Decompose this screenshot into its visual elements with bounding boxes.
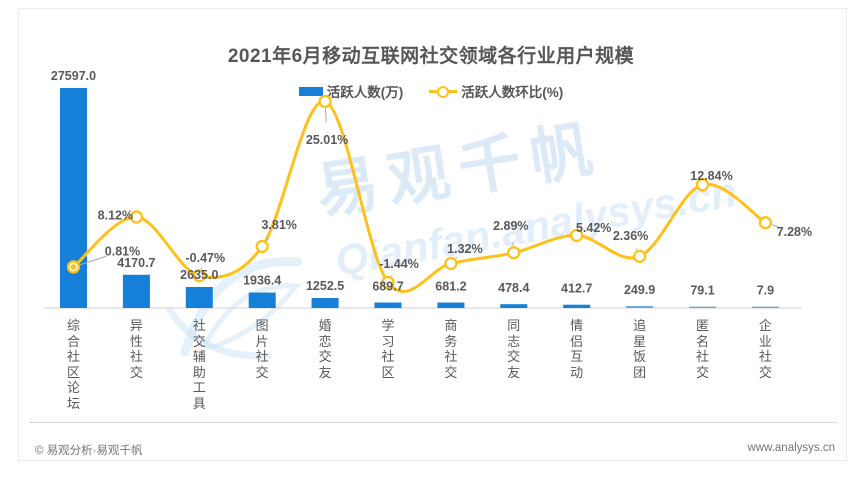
category-label: 综合社区论坛 bbox=[66, 318, 80, 411]
pct-label: 2.36% bbox=[613, 229, 648, 243]
bar-swatch-icon bbox=[298, 86, 323, 96]
bar bbox=[751, 306, 779, 308]
category-label: 异性社交 bbox=[129, 318, 143, 380]
category-label: 社交辅助工具 bbox=[192, 318, 206, 411]
label-leader-line bbox=[771, 224, 779, 228]
bar bbox=[437, 302, 465, 308]
category-label: 追星饭团 bbox=[633, 318, 647, 380]
category-label: 婚恋交友 bbox=[318, 318, 332, 380]
pct-label: -0.47% bbox=[185, 251, 225, 265]
footer-copyright: © 易观分析·易观千帆 bbox=[35, 445, 143, 457]
legend-item-bar: 活跃人数(万) bbox=[298, 81, 404, 101]
line-marker bbox=[255, 239, 269, 254]
pct-label: 5.42% bbox=[576, 221, 611, 235]
bar-value-label: 2635.0 bbox=[180, 268, 218, 282]
footer-separator bbox=[30, 422, 836, 423]
pct-label: 3.81% bbox=[261, 218, 296, 232]
category-label: 匿名社交 bbox=[695, 318, 709, 380]
category-label: 学习社区 bbox=[381, 318, 395, 380]
legend: 活跃人数(万) 活跃人数环比(%) bbox=[0, 81, 862, 101]
bar bbox=[248, 292, 276, 308]
category-label: 情侣互动 bbox=[570, 318, 584, 380]
bar-value-label: 681.2 bbox=[435, 280, 466, 294]
bar bbox=[563, 304, 591, 308]
line-marker bbox=[381, 275, 395, 289]
line-marker bbox=[318, 94, 332, 109]
bar bbox=[689, 306, 716, 308]
line-marker bbox=[192, 269, 206, 283]
pct-label: -1.44% bbox=[379, 257, 419, 271]
pct-label: 7.28% bbox=[777, 225, 812, 239]
line-marker bbox=[570, 228, 584, 243]
bar bbox=[122, 274, 150, 308]
bar-value-label: 412.7 bbox=[561, 282, 592, 296]
line-marker bbox=[444, 256, 458, 271]
line-marker bbox=[695, 178, 710, 192]
legend-line-label: 活跃人数环比(%) bbox=[461, 85, 564, 100]
legend-item-line: 活跃人数环比(%) bbox=[429, 81, 563, 101]
footer-website: www.analysys.cn bbox=[747, 442, 835, 454]
bar-value-label: 79.1 bbox=[690, 284, 714, 298]
legend-bar-label: 活跃人数(万) bbox=[326, 85, 404, 100]
label-leader-line bbox=[391, 274, 393, 277]
line-swatch-icon bbox=[429, 85, 458, 98]
category-label: 商务社交 bbox=[444, 318, 458, 380]
label-leader-line bbox=[266, 237, 270, 242]
category-label: 企业社交 bbox=[758, 318, 772, 380]
bar-value-label: 27597.0 bbox=[51, 69, 96, 83]
chart-card bbox=[18, 8, 847, 461]
pct-label: 0.81% bbox=[105, 244, 140, 258]
bar-value-label: 1252.5 bbox=[306, 279, 344, 293]
bar bbox=[311, 298, 339, 308]
bar bbox=[500, 304, 528, 308]
line-marker bbox=[129, 210, 144, 224]
category-label: 图片社交 bbox=[255, 318, 269, 380]
pct-label: 1.32% bbox=[447, 242, 482, 256]
chart-title: 2021年6月移动互联网社交领域各行业用户规模 bbox=[227, 46, 635, 67]
bar bbox=[60, 88, 87, 308]
bar-value-label: 689.7 bbox=[372, 280, 403, 294]
pct-label: 25.01% bbox=[306, 133, 348, 147]
bar-value-label: 1936.4 bbox=[243, 274, 281, 288]
line-marker-dot bbox=[70, 264, 77, 270]
category-label: 同志交友 bbox=[507, 318, 521, 380]
pct-label: 12.84% bbox=[690, 169, 732, 183]
pct-label: 2.89% bbox=[493, 219, 528, 233]
bar bbox=[185, 286, 213, 308]
bar-value-label: 249.9 bbox=[624, 283, 655, 297]
line-marker bbox=[758, 216, 773, 230]
label-leader-line bbox=[324, 108, 327, 123]
bar-value-label: 7.9 bbox=[757, 284, 774, 298]
pct-label: 8.12% bbox=[98, 208, 133, 222]
line-marker bbox=[632, 249, 647, 264]
label-leader-line bbox=[455, 256, 458, 259]
line-marker bbox=[507, 246, 521, 260]
trend-line bbox=[72, 99, 767, 293]
bar-value-label: 4170.7 bbox=[117, 256, 155, 270]
bar bbox=[374, 302, 402, 308]
label-leader-line bbox=[79, 255, 107, 266]
label-leader-line bbox=[635, 248, 638, 251]
bar-value-label: 478.4 bbox=[498, 281, 529, 295]
bar bbox=[626, 306, 654, 308]
